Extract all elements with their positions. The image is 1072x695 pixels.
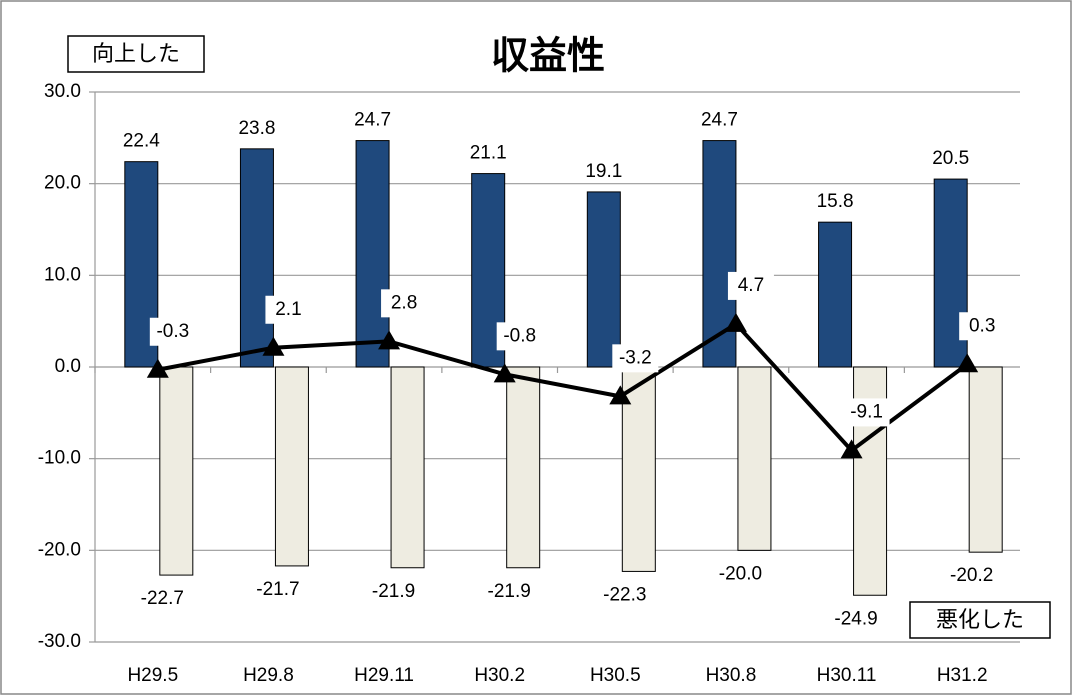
annotation: 向上した: [92, 42, 180, 67]
data-label: 15.8: [817, 191, 854, 212]
label-bg: [612, 344, 659, 373]
data-label: -0.8: [503, 325, 536, 346]
y-tick-label: 0.0: [55, 356, 81, 377]
data-label: -20.0: [719, 563, 762, 584]
label-bg: [265, 295, 312, 324]
data-label: 24.7: [354, 110, 391, 131]
data-label: -24.9: [834, 608, 877, 629]
chart-title: 収益性: [491, 34, 605, 78]
data-label: 21.1: [470, 143, 507, 164]
data-label: 0.3: [969, 315, 995, 336]
data-label: -20.2: [950, 565, 993, 586]
x-tick-label: H30.5: [590, 665, 641, 686]
marker: [609, 385, 632, 405]
data-label: 20.5: [932, 148, 969, 169]
label-bg: [496, 322, 543, 351]
marker: [493, 363, 516, 383]
data-label: 24.7: [701, 110, 738, 131]
data-label: -22.7: [141, 588, 184, 609]
data-label: -3.2: [619, 347, 652, 368]
line: [157, 321, 969, 454]
bar: [274, 366, 309, 567]
bar: [159, 366, 194, 576]
data-label: -21.9: [372, 581, 415, 602]
data-label: -21.9: [488, 581, 531, 602]
y-tick-label: -10.0: [38, 448, 81, 469]
label-bg: [727, 271, 774, 300]
marker: [840, 439, 863, 459]
y-tick-label: 30.0: [44, 81, 81, 102]
marker: [724, 312, 747, 332]
bar: [818, 221, 853, 368]
marker: [378, 330, 401, 350]
marker: [956, 353, 979, 373]
marker: [262, 336, 285, 356]
label-bg: [149, 317, 196, 346]
annotation: 悪化した: [936, 608, 1024, 633]
y-tick-label: -20.0: [38, 539, 81, 560]
data-label: -9.1: [850, 401, 883, 422]
annotation-box: [67, 35, 205, 73]
data-label: 19.1: [585, 161, 622, 182]
bar: [737, 366, 772, 551]
y-tick-label: 20.0: [44, 173, 81, 194]
data-label: 4.7: [738, 275, 764, 296]
x-tick-label: H29.11: [354, 665, 414, 686]
x-tick-label: H29.8: [243, 665, 294, 686]
x-tick-label: H30.2: [474, 665, 525, 686]
data-label: 22.4: [123, 131, 160, 152]
bar: [355, 140, 390, 368]
x-tick-label: H29.5: [127, 665, 178, 686]
marker: [146, 358, 169, 378]
x-tick-label: H31.2: [937, 665, 988, 686]
label-bg: [381, 289, 428, 318]
bar: [390, 366, 425, 569]
label-bg: [959, 312, 1006, 341]
x-tick-label: H30.11: [817, 665, 877, 686]
data-label: 23.8: [238, 118, 275, 139]
x-tick-label: H30.8: [706, 665, 757, 686]
data-label: -0.3: [156, 321, 189, 342]
data-label: -22.3: [603, 584, 646, 605]
bar: [968, 366, 1003, 553]
data-label: 2.1: [275, 299, 301, 320]
data-label: -21.7: [256, 579, 299, 600]
data-label: 2.8: [391, 292, 417, 313]
y-tick-label: -30.0: [38, 631, 81, 652]
bar: [586, 191, 621, 368]
annotation-box: [909, 601, 1051, 639]
label-bg: [843, 398, 890, 427]
bar: [239, 148, 274, 368]
bar: [506, 366, 541, 569]
y-tick-label: 10.0: [44, 264, 81, 285]
